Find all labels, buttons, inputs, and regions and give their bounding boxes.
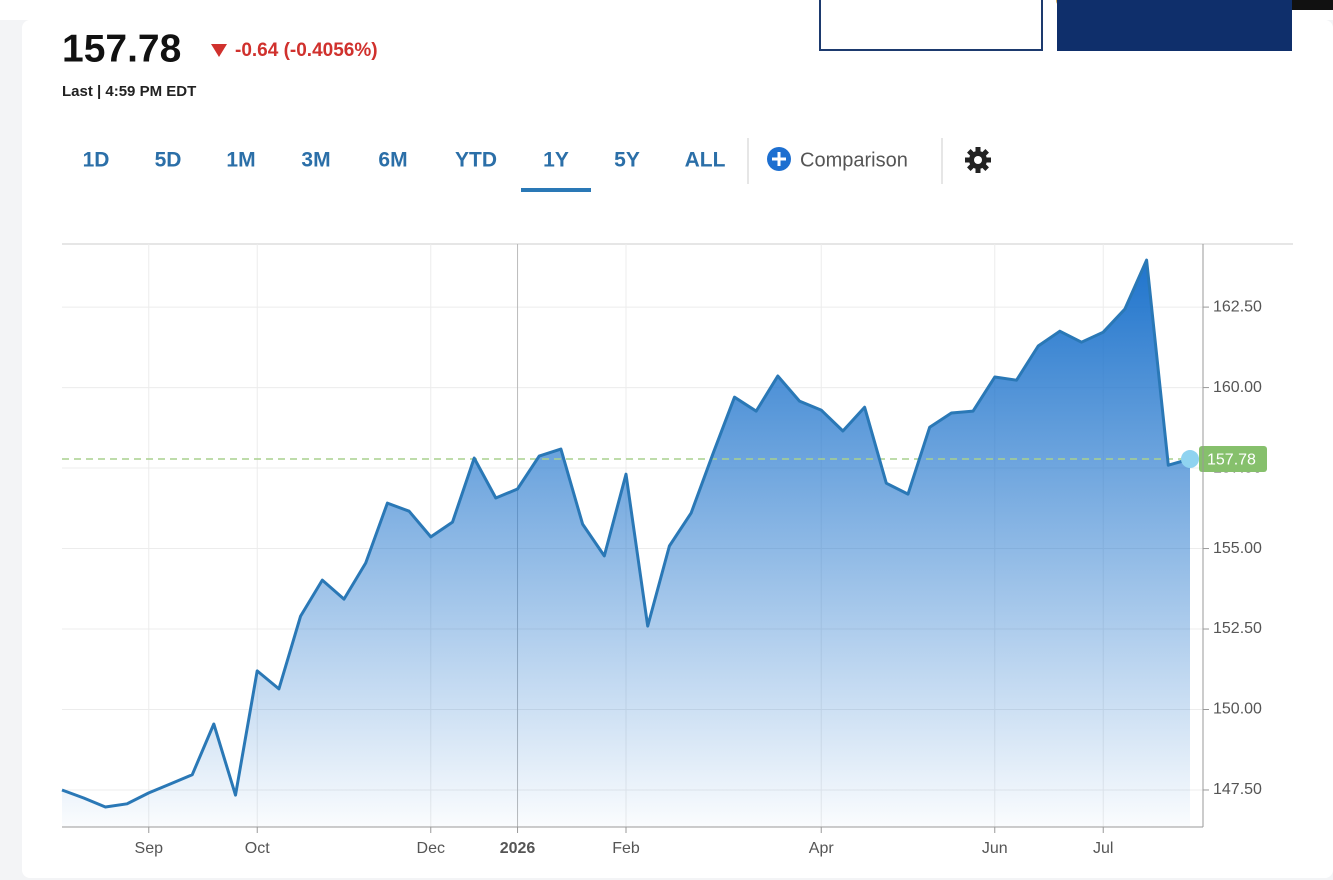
x-tick-label: Feb [612,840,640,857]
area-fill [62,260,1190,828]
x-tick-label: Jul [1093,840,1113,857]
y-tick-label: 152.50 [1213,620,1262,637]
range-button[interactable]: ALL [685,149,726,172]
timestamp: Last | 4:59 PM EDT [62,83,196,100]
plot: 147.50150.00152.50155.00157.50160.00162.… [61,243,1293,857]
x-tick-label: Oct [245,840,270,857]
range-button[interactable]: 3M [301,149,330,172]
line [61,258,1191,809]
gear-hole [974,156,982,164]
down-arrow [211,44,227,57]
x-tick-label: Dec [417,840,445,857]
range-button[interactable]: YTD [455,149,497,172]
y-tick-label: 150.00 [1213,701,1262,718]
x-tick-label: Jun [982,840,1008,857]
last-price-label: 157.78 [1207,451,1256,468]
y-tick-label: 160.00 [1213,379,1262,396]
last-price-badge [1199,446,1267,473]
x-tick-label: Apr [809,840,835,857]
settings-icon[interactable] [960,142,997,179]
x-tick-label: 2026 [500,840,536,857]
quote-details-button[interactable] [1057,0,1292,51]
y-tick-label: 162.50 [1213,298,1262,315]
range-button[interactable]: 5Y [614,149,640,172]
y-tick-label: 155.00 [1213,540,1262,557]
range-button[interactable]: 1M [226,149,255,172]
price: 157.78 [62,27,181,70]
price-change: -0.64 (-0.4056%) [235,40,378,61]
active-underline [521,188,591,192]
watchlist-button[interactable] [819,0,1043,51]
y-tick-label: 147.50 [1213,781,1262,798]
range-button[interactable]: 1D [83,149,110,172]
last-point [1181,450,1199,469]
range-selector: 1D 5D 1M 3M 6M YTD 1Y 5Y ALL [83,149,726,192]
range-button[interactable]: 6M [378,149,407,172]
range-button[interactable]: 5D [155,149,182,172]
plus-icon [772,152,786,166]
range-button[interactable]: 1Y [543,149,569,172]
comparison-button[interactable]: Comparison [800,149,908,171]
x-tick-label: Sep [135,840,164,857]
